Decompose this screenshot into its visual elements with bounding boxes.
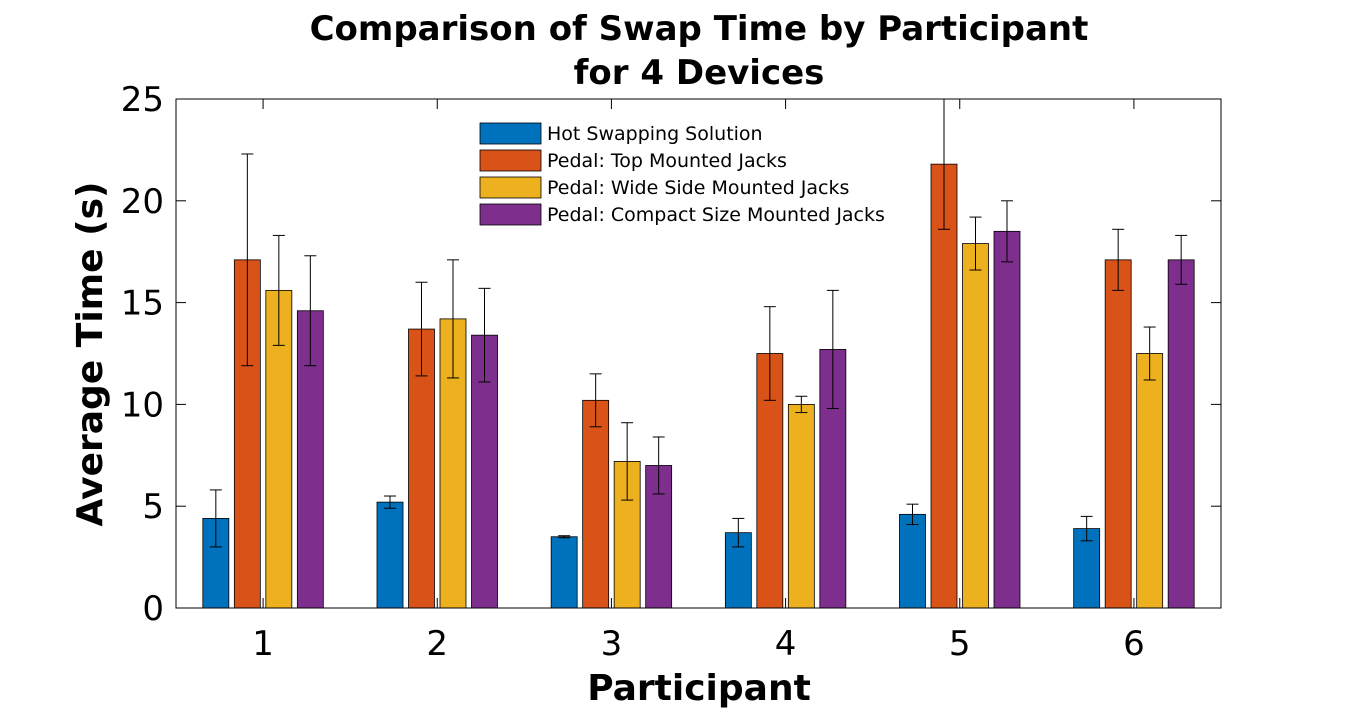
legend-label: Hot Swapping Solution [547,123,763,145]
series-3 [265,216,1164,609]
bar [582,399,610,609]
bar [787,403,815,609]
x-tick-label: 6 [1123,624,1145,664]
series-1 [202,489,1101,609]
bar [993,230,1021,609]
y-tick-label: 10 [121,385,164,425]
bar [550,536,578,609]
x-tick-label: 4 [775,624,797,664]
y-tick-label: 15 [121,284,164,324]
bar [1167,259,1195,609]
y-axis-label: Average Time (s) [70,182,111,527]
legend: Hot Swapping Solution Pedal: Top Mounted … [478,119,920,229]
series-4 [296,200,1195,609]
legend-label: Pedal: Compact Size Mounted Jacks [547,204,885,226]
bar [1104,259,1132,609]
bar [930,163,958,609]
y-tick-label: 5 [142,487,164,527]
bar [962,243,989,609]
x-tick-label: 3 [601,624,623,664]
legend-swatch [479,203,542,226]
legend-box [478,119,920,229]
bar [1136,353,1164,609]
x-axis-label: Participant [587,668,811,709]
legend-label: Pedal: Wide Side Mounted Jacks [547,177,849,199]
x-tick-label: 5 [949,624,971,664]
legend-swatch [479,122,542,145]
chart-title-line-2: for 4 Devices [574,53,825,93]
bar [899,513,926,609]
series-2 [233,98,1132,609]
y-tick-label: 25 [121,80,164,120]
x-tick-label: 2 [426,624,448,664]
legend-swatch [479,176,542,199]
plot-frame [175,98,1222,609]
y-axis: 0 5 10 15 20 25 [121,80,1221,629]
y-tick-label: 0 [142,589,164,629]
legend-label: Pedal: Top Mounted Jacks [547,150,787,172]
y-tick-label: 20 [121,182,164,222]
chart-title-line-1: Comparison of Swap Time by Participant [310,9,1089,49]
plot-area [202,98,1195,609]
x-tick-label: 1 [252,624,274,664]
legend-swatch [479,149,542,172]
bar [376,501,404,609]
x-axis: 1 2 3 4 5 6 [252,99,1145,664]
